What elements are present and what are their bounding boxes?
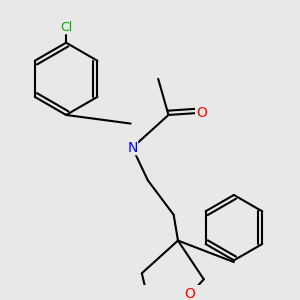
Text: Cl: Cl	[60, 21, 72, 34]
Text: N: N	[127, 141, 138, 155]
Text: O: O	[184, 287, 195, 300]
Text: O: O	[196, 106, 207, 120]
